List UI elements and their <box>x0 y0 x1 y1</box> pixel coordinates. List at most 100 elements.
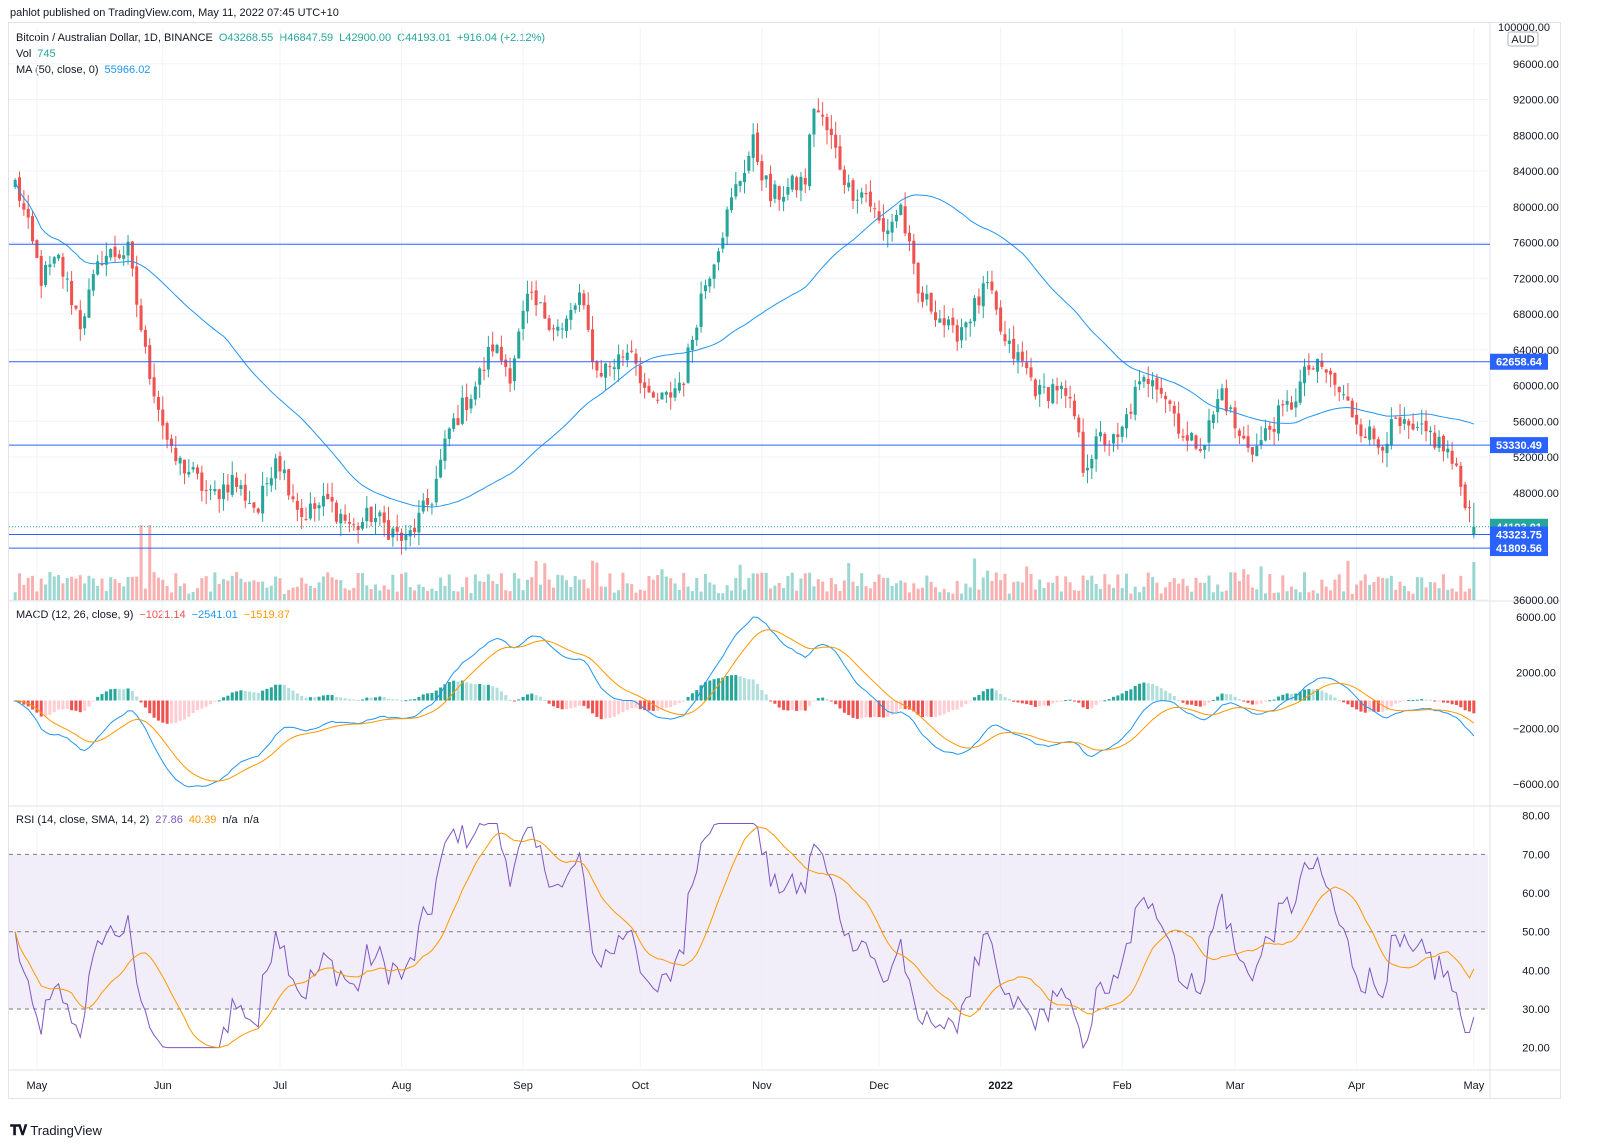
volume-bar <box>1068 582 1072 600</box>
macd-hist-bar <box>964 700 968 705</box>
macd-hist-bar <box>1203 700 1207 707</box>
macd-hist-bar <box>1164 690 1168 701</box>
macd-hist-bar <box>1255 700 1259 705</box>
candle-body <box>925 293 929 300</box>
macd-hist-bar <box>1181 700 1185 703</box>
volume-bar <box>595 562 599 600</box>
macd-hist-bar <box>699 685 703 701</box>
volume-bar <box>1316 593 1320 600</box>
volume-bar <box>1441 574 1445 600</box>
candle-body <box>182 459 186 474</box>
volume-bar <box>478 581 482 600</box>
volume-bar <box>868 588 872 600</box>
macd-hist-bar <box>413 699 417 701</box>
price-axis-label: 88000.00 <box>1513 130 1559 142</box>
rsi-ma-line <box>14 826 1475 1049</box>
candle-body <box>1246 436 1250 448</box>
macd-hist-bar <box>990 688 994 701</box>
rsi-value: 27.86 <box>155 814 183 826</box>
price-axis-label: 80000.00 <box>1513 202 1559 214</box>
ohlc-close: C44193.01 <box>397 32 451 44</box>
volume-bar <box>1463 591 1467 600</box>
volume-bar <box>126 576 130 600</box>
volume-bar <box>538 584 542 600</box>
candle-body <box>1116 434 1120 438</box>
macd-hist-bar <box>1246 700 1250 703</box>
volume-bar <box>686 586 690 600</box>
candle-body <box>638 365 642 384</box>
candle-body <box>682 383 686 386</box>
volume-bar <box>1085 579 1089 600</box>
volume-bar <box>287 590 291 600</box>
volume-bar <box>291 587 295 600</box>
macd-hist-bar <box>703 682 707 701</box>
volume-bar <box>447 574 451 600</box>
volume-bar <box>1224 590 1228 600</box>
candle-body <box>1298 381 1302 403</box>
volume-bar <box>1268 574 1272 600</box>
volume-bar <box>269 585 273 600</box>
candle-body <box>816 110 820 113</box>
volume-bar <box>1003 573 1007 600</box>
volume-bar <box>1046 582 1050 600</box>
candle-body <box>204 490 208 492</box>
candle-body <box>1211 414 1215 423</box>
volume-bar <box>1064 576 1068 600</box>
macd-hist-bar <box>538 696 542 701</box>
volume-bar <box>1411 593 1415 600</box>
rsi-axis-label: 50.00 <box>1522 927 1550 939</box>
volume-bar <box>560 575 564 600</box>
volume-bar <box>1051 582 1055 600</box>
macd-hist-bar <box>504 695 508 701</box>
tradingview-logo-icon: 𝐓𝐕 <box>10 1122 27 1138</box>
volume-bar <box>48 572 52 600</box>
candle-body <box>651 392 655 398</box>
volume-bar <box>1133 586 1137 600</box>
candle-body <box>243 484 247 501</box>
volume-bar <box>756 573 760 600</box>
volume-bar <box>951 593 955 600</box>
macd-hist-bar <box>604 700 608 719</box>
volume-bar <box>599 586 603 600</box>
candle-body <box>31 216 35 242</box>
macd-hist-bar <box>226 695 230 701</box>
macd-hist-bar <box>803 700 807 711</box>
macd-hist-bar <box>156 700 160 721</box>
x-axis-label-sep: Sep <box>513 1080 533 1092</box>
macd-hist-bar <box>1355 700 1359 710</box>
volume-bar <box>1368 584 1372 600</box>
volume-bar <box>1146 572 1150 600</box>
volume-bar <box>716 593 720 600</box>
macd-hist-bar <box>222 697 226 701</box>
candle-body <box>1172 405 1176 414</box>
candle-body <box>452 418 456 429</box>
macd-hist-bar <box>747 679 751 701</box>
candle-body <box>612 367 616 370</box>
candle-body <box>760 161 764 181</box>
candle-body <box>1190 433 1194 441</box>
volume-bar <box>499 573 503 600</box>
macd-hist-bar <box>799 700 803 711</box>
macd-hist-bar <box>1350 700 1354 708</box>
macd-hist-bar <box>1185 700 1189 705</box>
macd-hist-bar <box>912 700 916 712</box>
volume-bar <box>1307 592 1311 600</box>
volume-bar <box>343 588 347 600</box>
volume-bar <box>903 582 907 600</box>
rsi-legend: RSI (14, close, SMA, 14, 2) 27.86 40.39 n/a… <box>16 814 265 826</box>
volume-bar <box>174 573 178 600</box>
macd-axis-label: 2000.00 <box>1516 668 1556 680</box>
ma-value: 55966.02 <box>104 64 151 76</box>
macd-hist-bar <box>139 700 143 703</box>
volume-bar <box>968 587 972 600</box>
volume-bar <box>1376 576 1380 600</box>
macd-hist-bar <box>161 700 165 723</box>
rsi-label: RSI (14, close, SMA, 14, 2) <box>16 814 150 826</box>
rsi-line <box>14 822 1475 1050</box>
macd-hist-bar <box>847 700 851 715</box>
volume-bar <box>1164 587 1168 600</box>
volume-bar <box>87 575 91 600</box>
candle-body <box>1038 384 1042 395</box>
price-axis-label-top: 100000.00 <box>1498 22 1550 34</box>
